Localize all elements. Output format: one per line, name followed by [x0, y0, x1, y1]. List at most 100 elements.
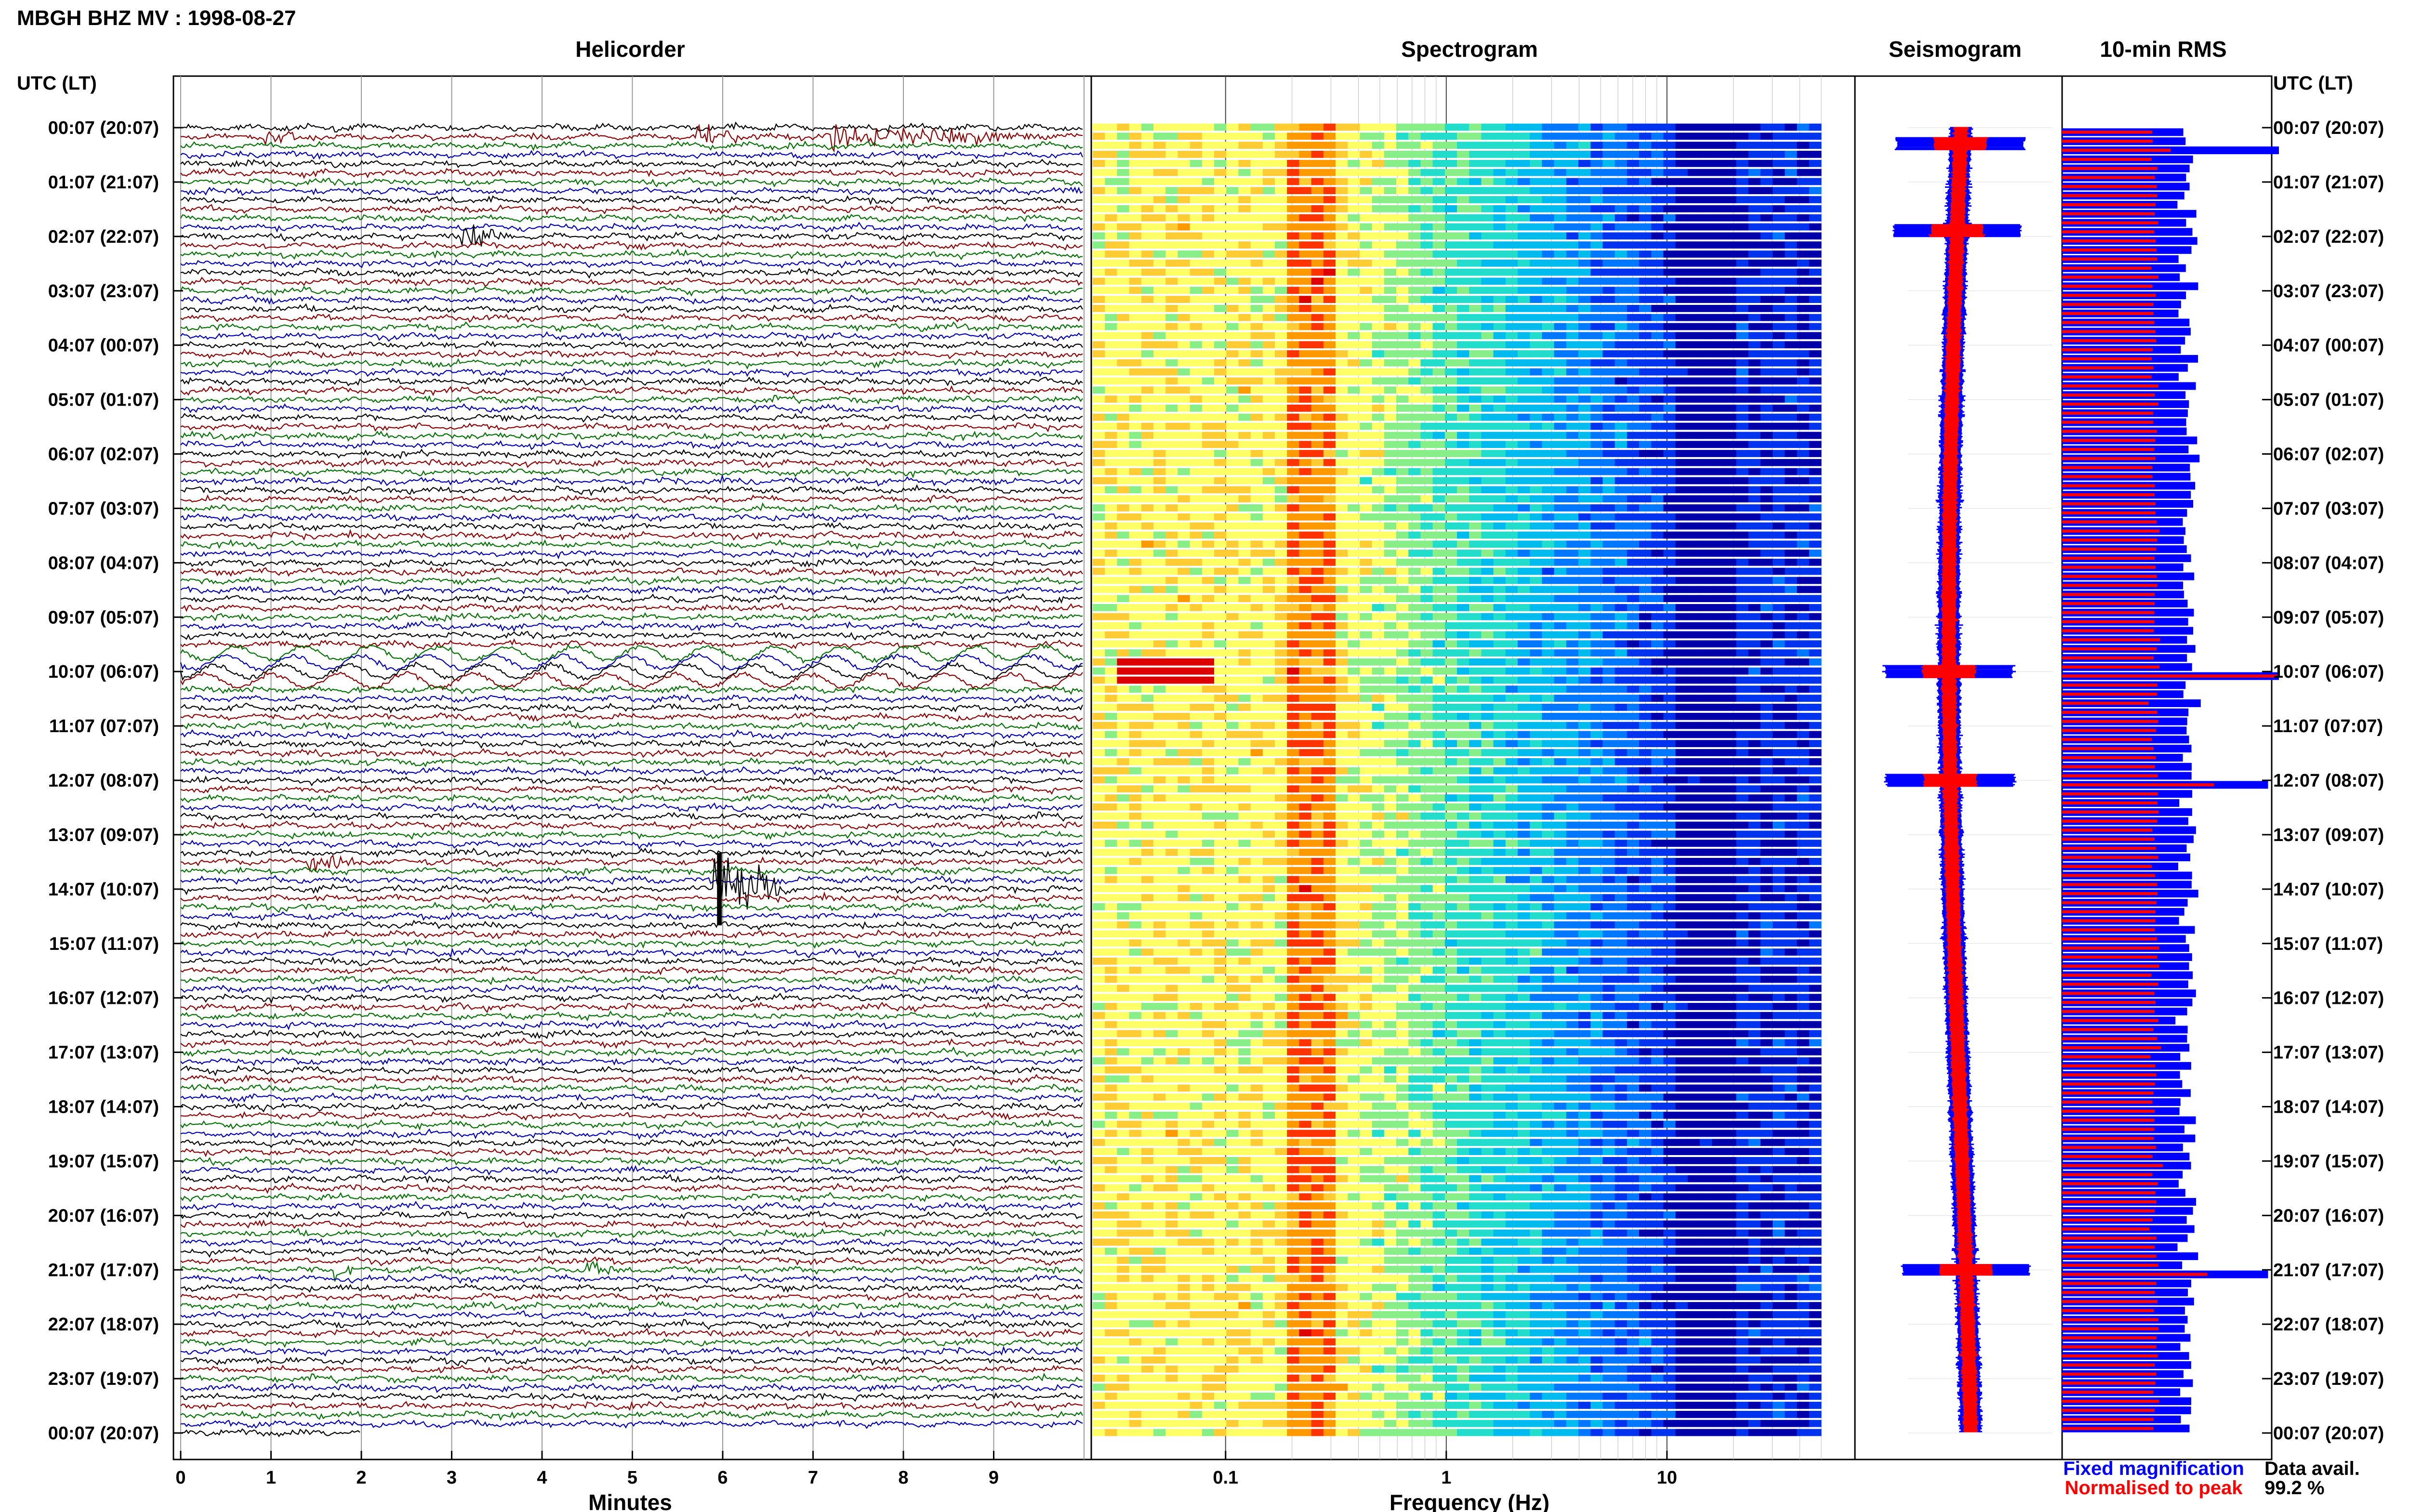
spectrogram-cell: [1093, 649, 1105, 657]
spectrogram-cell: [1141, 159, 1154, 167]
spectrogram-cell: [1323, 223, 1336, 231]
spectrogram-cell: [1675, 151, 1688, 158]
spectrogram-cell: [1384, 540, 1397, 548]
spectrogram-cell: [1336, 622, 1348, 630]
spectrogram-cell: [1396, 604, 1409, 611]
spectrogram-cell: [1287, 604, 1299, 611]
spectrogram-cell: [1202, 740, 1215, 748]
spectrogram-cell: [1748, 314, 1761, 321]
spectrogram-cell: [1348, 441, 1360, 448]
spectrogram-cell: [1675, 794, 1688, 802]
spectrogram-cell: [1675, 522, 1688, 530]
spectrogram-cell: [1250, 377, 1263, 385]
spectrogram-cell: [1396, 640, 1409, 648]
spectrogram-cell: [1105, 350, 1117, 357]
spectrogram-cell: [1736, 196, 1749, 203]
spectrogram-cell: [1141, 441, 1154, 448]
spectrogram-cell: [1724, 350, 1737, 357]
spectrogram-cell: [1396, 305, 1409, 312]
spectrogram-cell: [1202, 377, 1215, 385]
spectrogram-cell: [1372, 840, 1385, 847]
spectrogram-cell: [1797, 821, 1810, 829]
spectrogram-cell: [1372, 622, 1385, 630]
spectrogram-cell: [1117, 540, 1130, 548]
spectrogram-cell: [1493, 187, 1506, 195]
spectrogram-cell: [1202, 604, 1215, 611]
spectrogram-cell: [1663, 704, 1676, 711]
spectrogram-cell: [1408, 332, 1421, 340]
spectrogram-cell: [1360, 332, 1373, 340]
spectrogram-cell: [1687, 486, 1700, 494]
spectrogram-cell: [1627, 205, 1640, 212]
spectrogram-cell: [1542, 622, 1555, 630]
spectrogram-cell: [1457, 767, 1469, 775]
spectrogram-cell: [1165, 259, 1178, 267]
spectrogram-cell: [1505, 658, 1518, 666]
spectrogram-cell: [1214, 495, 1227, 502]
spectrogram-cell: [1190, 649, 1203, 657]
spectrogram-cell: [1141, 604, 1154, 611]
spectrogram-cell: [1202, 413, 1215, 421]
spectrogram-cell: [1214, 577, 1227, 584]
spectrogram-cell: [1493, 132, 1506, 140]
spectrogram-cell: [1724, 123, 1737, 131]
spectrogram-cell: [1615, 776, 1628, 784]
spectrogram-cell: [1190, 631, 1203, 639]
spectrogram-cell: [1408, 695, 1421, 702]
spectrogram-cell: [1687, 812, 1700, 820]
spectrogram-cell: [1736, 803, 1749, 811]
spectrogram-cell: [1202, 314, 1215, 321]
spectrogram-cell: [1700, 223, 1712, 231]
spectrogram-cell: [1724, 178, 1737, 185]
spectrogram-cell: [1700, 522, 1712, 530]
spectrogram-cell: [1809, 232, 1822, 240]
spectrogram-cell: [1773, 550, 1785, 557]
spectrogram-cell: [1518, 386, 1530, 394]
spectrogram-cell: [1238, 685, 1251, 693]
spectrogram-cell: [1639, 676, 1652, 684]
helicorder-trace-row: [180, 748, 1083, 758]
spectrogram-cell: [1493, 368, 1506, 376]
spectrogram-cell: [1153, 468, 1166, 475]
spectrogram-cell: [1505, 821, 1518, 829]
spectrogram-cell: [1554, 649, 1567, 657]
spectrogram-cell: [1663, 776, 1676, 784]
spectrogram-cell: [1736, 432, 1749, 439]
spectrogram-cell: [1505, 604, 1518, 611]
spectrogram-cell: [1275, 422, 1287, 430]
spectrogram-cell: [1165, 695, 1178, 702]
spectrogram-cell: [1566, 613, 1579, 620]
spectrogram-cell: [1797, 749, 1810, 756]
spectrogram-cell: [1178, 214, 1191, 222]
spectrogram-cell: [1602, 821, 1615, 829]
spectrogram-cell: [1809, 468, 1822, 475]
spectrogram-cell: [1420, 830, 1433, 838]
spectrogram-cell: [1323, 577, 1336, 584]
spectrogram-cell: [1360, 413, 1373, 421]
spectrogram-cell: [1141, 450, 1154, 457]
spectrogram-cell: [1675, 767, 1688, 775]
spectrogram-cell: [1590, 785, 1603, 793]
spectrogram-cell: [1627, 314, 1640, 321]
spectrogram-cell: [1165, 187, 1178, 195]
spectrogram-cell: [1275, 558, 1287, 566]
spectrogram-cell: [1736, 658, 1749, 666]
spectrogram-cell: [1408, 341, 1421, 349]
spectrogram-cell: [1275, 749, 1287, 756]
spectrogram-cell: [1505, 550, 1518, 557]
spectrogram-cell: [1627, 812, 1640, 820]
spectrogram-cell: [1554, 441, 1567, 448]
spectrogram-cell: [1202, 640, 1215, 648]
spectrogram-cell: [1785, 613, 1798, 620]
spectrogram-cell: [1687, 595, 1700, 602]
spectrogram-cell: [1360, 586, 1373, 593]
spectrogram-cell: [1432, 622, 1445, 630]
spectrogram-cell: [1542, 432, 1555, 439]
spectrogram-cell: [1639, 567, 1652, 575]
spectrogram-cell: [1785, 695, 1798, 702]
spectrogram-cell: [1250, 513, 1263, 521]
spectrogram-cell: [1093, 577, 1105, 584]
spectrogram-cell: [1238, 232, 1251, 240]
spectrogram-cell: [1275, 323, 1287, 330]
spectrogram-cell: [1748, 558, 1761, 566]
